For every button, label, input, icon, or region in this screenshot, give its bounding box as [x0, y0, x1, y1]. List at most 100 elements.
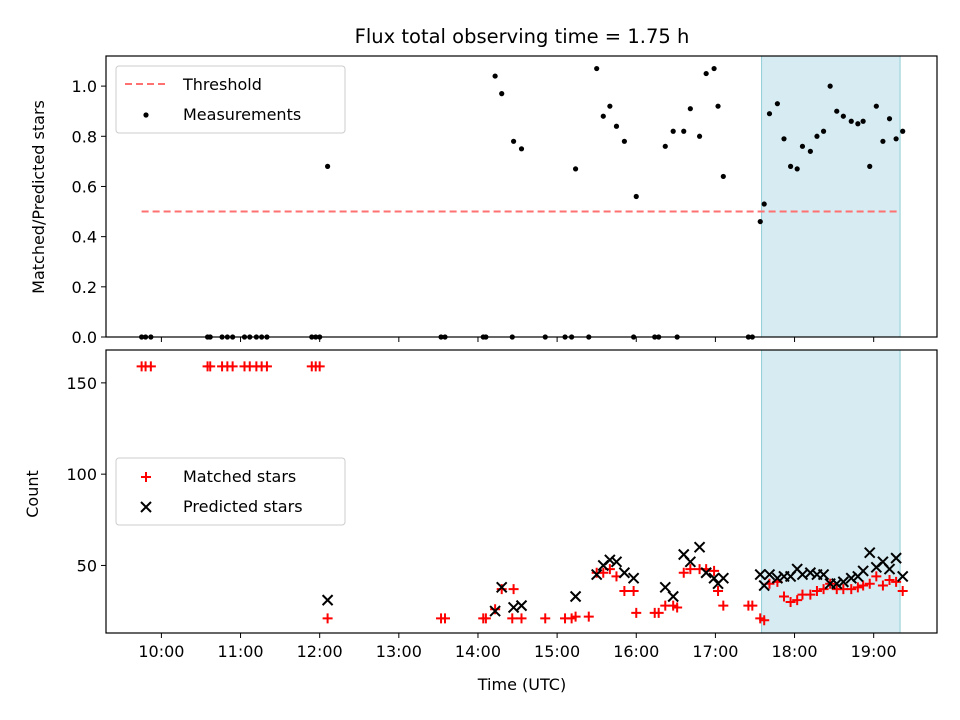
measurement-point — [720, 173, 726, 180]
top-legend: Threshold Measurements — [115, 65, 346, 134]
matched-star-point — [792, 595, 803, 606]
legend-measurements-swatch — [143, 112, 149, 118]
matched-star-point — [858, 580, 869, 591]
measurement-point — [814, 133, 820, 139]
bottom-xtick-label: 14:00 — [455, 642, 501, 661]
top-y-axis-label: Matched/Predicted stars — [29, 100, 48, 294]
matched-star-point — [261, 361, 272, 372]
measurement-point — [774, 101, 780, 107]
predicted-star-point — [831, 577, 843, 590]
matched-star-point — [628, 586, 639, 597]
matched-star-point — [785, 596, 796, 607]
bottom-y-axis-label: Count — [23, 470, 42, 518]
bottom-xtick-label: 15:00 — [534, 642, 580, 661]
matched-star-point — [145, 361, 156, 372]
measurement-point — [687, 106, 693, 112]
matched-star-point — [653, 607, 664, 618]
top-ytick-label: 0.2 — [72, 278, 97, 297]
predicted-star-point — [717, 572, 730, 584]
matched-star-point — [877, 580, 888, 591]
matched-star-point — [891, 576, 902, 587]
matched-star-point — [759, 615, 770, 626]
measurement-point — [621, 138, 627, 144]
measurement-point — [787, 163, 794, 169]
matched-star-point — [598, 567, 609, 578]
matched-star-point — [583, 611, 594, 622]
legend-measurements-label: Measurements — [183, 105, 301, 124]
measurement-point — [834, 108, 840, 114]
predicted-star-point — [321, 594, 334, 606]
predicted-star-point — [569, 590, 582, 603]
predicted-star-point — [667, 590, 679, 603]
measurement-point — [711, 65, 717, 72]
measurement-point — [807, 148, 813, 154]
x-axis-label: Time (UTC) — [477, 675, 566, 694]
bottom-xtick-label: 18:00 — [771, 642, 817, 661]
measurement-point — [681, 128, 687, 134]
predicted-star-point — [700, 567, 712, 579]
bottom-highlight-span — [761, 349, 901, 634]
bottom-xtick-label: 10:00 — [138, 642, 184, 661]
matched-star-point — [227, 361, 238, 372]
predicted-star-point — [659, 581, 671, 594]
measurement-point — [594, 65, 600, 72]
matched-star-point — [805, 589, 816, 600]
predicted-star-point — [804, 567, 817, 579]
predicted-star-point — [627, 572, 640, 584]
measurement-point — [860, 118, 866, 124]
bottom-xtick-label: 16:00 — [613, 642, 659, 661]
legend-predicted-swatch — [140, 501, 152, 513]
measurement-point — [572, 166, 579, 172]
top-plot-axes: 0.0 0.2 0.4 0.6 0.8 1.0 — [72, 55, 938, 347]
predicted-star-point — [758, 579, 770, 592]
top-ytick-label: 0.0 — [72, 328, 97, 347]
chart-title: Flux total observing time = 1.75 h — [355, 25, 690, 48]
legend-matched-swatch — [141, 472, 151, 482]
legend-matched-label: Matched stars — [183, 467, 296, 486]
matched-star-point — [884, 575, 895, 586]
matched-star-point — [508, 584, 519, 595]
top-ytick-label: 0.6 — [72, 177, 97, 196]
measurement-point — [867, 163, 873, 169]
measurement-point — [492, 73, 498, 79]
measurement-point — [794, 166, 800, 172]
measurement-point — [880, 138, 886, 144]
predicted-star-point — [684, 556, 697, 568]
measurement-point — [893, 136, 899, 142]
top-frame — [105, 55, 938, 338]
measurement-point — [820, 128, 827, 134]
measurement-point — [848, 118, 854, 124]
matched-star-point — [871, 571, 882, 582]
predicted-star-point — [890, 552, 902, 564]
matched-star-point — [507, 613, 518, 624]
measurement-point — [670, 128, 676, 134]
bottom-ytick-label: 50 — [77, 556, 97, 575]
top-ytick-label: 1.0 — [72, 77, 97, 96]
measurement-point — [840, 113, 846, 119]
top-ytick-label: 0.4 — [72, 228, 97, 247]
predicted-star-point — [590, 568, 603, 581]
legend-predicted-label: Predicted stars — [183, 497, 303, 516]
predicted-star-point — [515, 599, 528, 612]
measurement-point — [873, 103, 879, 109]
matched-star-point — [709, 565, 720, 576]
bottom-legend-frame — [115, 457, 346, 526]
matched-star-point — [631, 607, 642, 618]
predicted-star-point — [763, 568, 776, 581]
predicted-star-point — [754, 568, 766, 581]
matched-star-point — [897, 586, 908, 597]
measurement-point — [827, 83, 833, 89]
matched-star-point — [516, 613, 527, 624]
predicted-star-point — [610, 556, 623, 568]
matched-star-point — [864, 578, 875, 589]
measurement-point — [900, 128, 906, 134]
predicted-star-point — [708, 572, 720, 584]
matched-star-point — [439, 613, 450, 624]
predicted-star-point — [771, 572, 784, 584]
predicted-star-point — [817, 568, 830, 581]
matched-star-point — [852, 582, 863, 593]
measurement-point — [633, 193, 639, 200]
matched-star-point — [490, 604, 501, 615]
bottom-xtick-label: 19:00 — [851, 642, 897, 661]
